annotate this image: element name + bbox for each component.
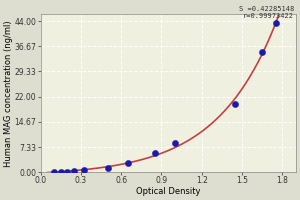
Y-axis label: Human MAG concentration (ng/ml): Human MAG concentration (ng/ml) xyxy=(4,20,13,167)
X-axis label: Optical Density: Optical Density xyxy=(136,187,200,196)
Point xyxy=(52,171,56,174)
Point xyxy=(125,161,130,164)
Point xyxy=(72,170,76,173)
Point xyxy=(152,152,157,155)
Point xyxy=(105,167,110,170)
Point xyxy=(260,50,265,54)
Point xyxy=(233,102,238,105)
Point xyxy=(81,169,86,172)
Point xyxy=(172,141,177,145)
Text: S =0.42285148
r=0.99973422: S =0.42285148 r=0.99973422 xyxy=(239,6,294,19)
Point xyxy=(65,170,70,173)
Point xyxy=(273,21,278,24)
Point xyxy=(58,170,63,174)
